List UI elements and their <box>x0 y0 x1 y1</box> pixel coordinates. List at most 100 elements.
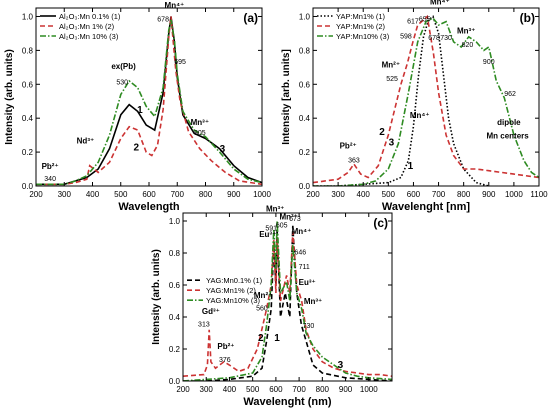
annotation-label: 962 <box>504 91 516 98</box>
panel-label: (a) <box>243 11 258 25</box>
series-line-c-3 <box>183 220 392 381</box>
annotation-label: 376 <box>219 357 231 364</box>
annotation-label: 560 <box>256 306 268 313</box>
y-axis-label: Intensity [arb. units] <box>281 49 292 145</box>
y-tick-label: 0.6 <box>22 80 34 89</box>
y-tick-label: 0.0 <box>299 182 311 191</box>
annotation-label: Mn³⁺ <box>266 204 284 213</box>
x-tick-label: 700 <box>292 385 306 394</box>
x-tick-label: 900 <box>227 190 241 199</box>
annotation-label: Mn³⁺ <box>279 212 297 221</box>
x-tick-label: 500 <box>246 385 260 394</box>
panel-a: 200 300 400 500 600 700 800 900 1000 0.0 0.2 0.4 0.6… <box>4 1 271 213</box>
x-axis-label: Wavelenght [nm] <box>382 201 471 213</box>
y-tick-label: 1.0 <box>22 12 34 21</box>
x-tick-label: 300 <box>331 190 345 199</box>
annotation-label: Mn⁴⁺ <box>165 1 185 10</box>
legend-entry: YAP:Mn1% (2) <box>336 22 386 31</box>
x-tick-label: 1000 <box>253 190 271 199</box>
x-tick-label: 1000 <box>505 190 523 199</box>
x-tick-label: 600 <box>407 190 421 199</box>
annotation-label: 1 <box>137 105 143 116</box>
x-axis-label: Wavelength <box>118 201 180 213</box>
annotation-label: Pb²⁺ <box>340 142 357 151</box>
x-tick-label: 500 <box>382 190 396 199</box>
x-tick-label: 400 <box>86 190 100 199</box>
x-tick-label: 300 <box>58 190 72 199</box>
annotation-label: 2 <box>379 127 385 138</box>
series-line-b-2 <box>313 14 539 184</box>
x-tick-label: 800 <box>457 190 471 199</box>
y-axis-label: Intensity (arb. units) <box>4 49 15 145</box>
x-tick-label: 700 <box>171 190 185 199</box>
annotation-label: 820 <box>462 42 474 49</box>
panel-label: (c) <box>373 216 388 230</box>
legend-entry: YAG:Mn0.1% (1) <box>206 276 263 285</box>
x-tick-label: 700 <box>432 190 446 199</box>
x-tick-label: 900 <box>339 385 353 394</box>
annotation-label: 617 <box>407 18 419 25</box>
x-tick-label: 200 <box>176 385 190 394</box>
legend-entry: Al₂O₃:Mn 0.1% (1) <box>59 12 121 21</box>
y-tick-label: 0.0 <box>169 377 181 386</box>
annotation-label: Mn⁴⁺ <box>410 111 430 120</box>
annotation-label: 2 <box>258 333 264 344</box>
annotation-label: Pb²⁺ <box>217 342 234 351</box>
annotation-label: 313 <box>198 322 210 329</box>
annotation-label: 678 <box>157 17 169 24</box>
annotation-label: 3 <box>338 360 344 371</box>
annotation-label: Mn⁴⁺ <box>430 0 450 7</box>
y-axis-label: Intensity (arb. units) <box>151 249 162 345</box>
y-tick-label: 0.8 <box>299 46 311 55</box>
y-tick-label: 0.4 <box>169 313 181 322</box>
x-tick-label: 800 <box>316 385 330 394</box>
x-axis-label: Wavelenght (nm) <box>243 396 332 408</box>
x-tick-label: 600 <box>142 190 156 199</box>
series-line-b-1 <box>313 15 490 186</box>
annotation-label: 3 <box>220 144 226 155</box>
x-tick-label: 200 <box>306 190 320 199</box>
y-tick-label: 1.0 <box>169 217 181 226</box>
annotation-label: 730 <box>440 35 452 42</box>
x-tick-label: 900 <box>482 190 496 199</box>
y-tick-label: 0.2 <box>169 345 181 354</box>
y-tick-label: 0.4 <box>22 114 34 123</box>
annotation-label: 900 <box>483 59 495 66</box>
annotation-label: 530 <box>116 79 128 86</box>
annotation-label: Mn³⁺ <box>304 297 322 306</box>
annotation-label: 2 <box>134 142 140 153</box>
annotation-label: Mn²⁺ <box>382 60 400 69</box>
annotation-label: 673 <box>289 216 301 223</box>
annotation-label: 363 <box>348 157 360 164</box>
annotation-label: 598 <box>400 34 412 41</box>
plot-frame <box>182 212 393 382</box>
annotation-label: 678 <box>428 35 440 42</box>
y-tick-label: 0.8 <box>169 249 181 258</box>
annotation-label: Mn³⁺ <box>457 26 475 35</box>
annotation-label: Eu³⁺ <box>259 230 276 239</box>
legend-entry: Al₂O₃:Mn 10% (3) <box>59 32 119 41</box>
x-tick-label: 800 <box>199 190 213 199</box>
annotation-label: 1 <box>408 161 414 172</box>
annotation-label: Gd³⁺ <box>202 307 220 316</box>
panel-label: (b) <box>520 11 535 25</box>
annotation-label: 1 <box>274 333 280 344</box>
annotation-label: 3 <box>389 137 395 148</box>
plot-frame <box>312 7 540 187</box>
x-tick-label: 400 <box>357 190 371 199</box>
y-tick-label: 0.8 <box>22 46 34 55</box>
x-tick-label: 400 <box>223 385 237 394</box>
legend-entry: YAP:Mn1% (1) <box>336 12 386 21</box>
x-tick-label: 600 <box>269 385 283 394</box>
y-tick-label: 1.0 <box>299 12 311 21</box>
annotation-label: Eu³⁺ <box>299 278 316 287</box>
annotation-label: Mn centers <box>486 132 529 141</box>
legend-entry: Al₂O₃:Mn 1% (2) <box>59 22 115 31</box>
y-tick-label: 0.6 <box>299 80 311 89</box>
series-line-c-1 <box>183 225 392 381</box>
panel-c: 200 300 400 500 600 700 800 900 1000 0.0 0.2 0.4 0.6… <box>151 204 393 408</box>
annotation-label: Mn²⁺ <box>254 291 272 300</box>
y-tick-label: 0.2 <box>299 148 311 157</box>
y-tick-label: 0.0 <box>22 182 34 191</box>
